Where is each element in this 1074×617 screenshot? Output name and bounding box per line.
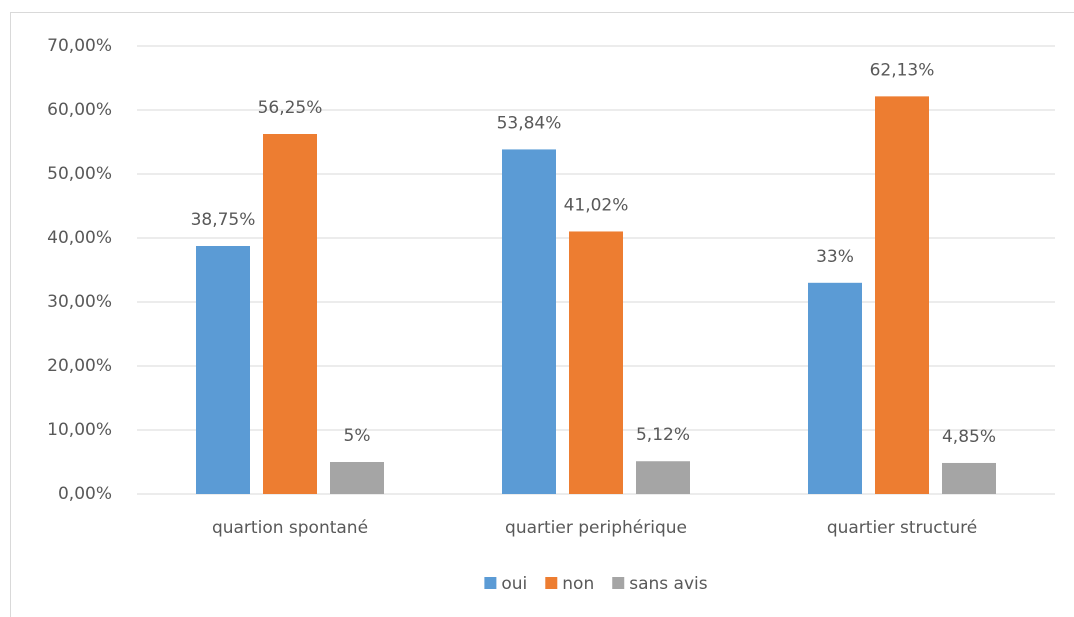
legend-swatch [545, 577, 558, 589]
value-label: 53,84% [497, 113, 562, 133]
x-tick-label: quartier periphérique [505, 518, 687, 538]
y-tick-label: 20,00% [47, 356, 112, 376]
x-tick-label: quartier structuré [827, 518, 977, 538]
legend-label: sans avis [629, 574, 708, 594]
bar [330, 462, 384, 494]
value-label: 62,13% [870, 60, 935, 80]
y-tick-label: 50,00% [47, 164, 112, 184]
bar [942, 462, 996, 494]
y-tick-label: 10,00% [47, 420, 112, 440]
y-tick-label: 60,00% [47, 100, 112, 120]
value-label: 38,75% [191, 210, 256, 230]
bar [875, 96, 929, 495]
value-label: 5,12% [636, 425, 690, 445]
y-tick-label: 30,00% [47, 292, 112, 312]
bar [263, 134, 317, 494]
value-label: 41,02% [564, 195, 629, 215]
legend-label: non [562, 574, 594, 594]
value-label: 4,85% [942, 427, 996, 447]
bar [636, 461, 690, 494]
bar [808, 282, 862, 494]
bar [502, 149, 556, 494]
y-tick-label: 0,00% [58, 484, 112, 504]
legend-label: oui [501, 574, 527, 594]
value-label: 56,25% [258, 98, 323, 118]
y-tick-label: 70,00% [47, 36, 112, 56]
legend-swatch [484, 577, 497, 589]
x-tick-label: quartion spontané [212, 518, 368, 538]
bar [196, 246, 250, 494]
bar [569, 231, 623, 495]
y-tick-label: 40,00% [47, 228, 112, 248]
value-label: 33% [816, 247, 854, 267]
value-label: 5% [344, 426, 371, 446]
legend-swatch [612, 577, 625, 589]
